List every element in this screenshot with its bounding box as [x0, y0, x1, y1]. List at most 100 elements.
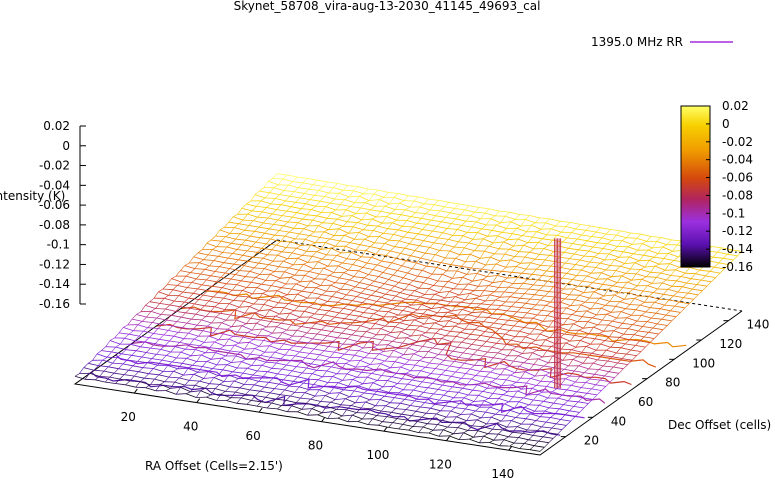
- mesh-segment: [324, 278, 336, 284]
- mesh-segment: [313, 384, 324, 387]
- mesh-segment: [595, 297, 600, 304]
- mesh-segment: [581, 269, 592, 274]
- mesh-segment: [479, 207, 490, 210]
- mesh-segment: [414, 250, 426, 254]
- mesh-segment: [135, 346, 141, 351]
- mesh-segment: [439, 250, 450, 252]
- mesh-segment: [581, 346, 587, 353]
- mesh-segment: [638, 326, 643, 332]
- mesh-segment: [561, 226, 567, 233]
- mesh-segment: [279, 190, 285, 195]
- mesh-segment: [522, 352, 533, 354]
- mesh-segment: [431, 332, 437, 340]
- mesh-segment: [510, 374, 521, 379]
- mesh-segment: [377, 339, 383, 346]
- mesh-segment: [654, 298, 660, 303]
- mesh-segment: [471, 378, 482, 383]
- mesh-segment: [415, 296, 421, 301]
- mesh-segment: [395, 253, 401, 259]
- mesh-segment: [272, 178, 283, 180]
- mesh-segment: [475, 261, 486, 266]
- mesh-segment: [236, 402, 247, 405]
- mesh-segment: [445, 335, 457, 337]
- mesh-segment: [477, 228, 482, 233]
- mesh-segment: [179, 301, 185, 307]
- mesh-segment: [460, 331, 471, 335]
- mesh-segment: [304, 188, 309, 194]
- mesh-segment: [360, 360, 371, 365]
- mesh-segment: [362, 376, 368, 384]
- mesh-segment: [356, 212, 367, 214]
- mesh-segment: [404, 289, 415, 291]
- mesh-segment: [338, 265, 349, 271]
- mesh-segment: [316, 401, 321, 407]
- mesh-segment: [604, 253, 610, 261]
- mesh-segment: [396, 337, 407, 339]
- mesh-segment: [378, 233, 384, 237]
- mesh-segment: [518, 283, 524, 289]
- mesh-segment: [241, 397, 252, 401]
- mesh-segment: [224, 268, 230, 274]
- mesh-segment: [260, 355, 271, 358]
- mesh-segment: [643, 249, 649, 256]
- mesh-segment: [387, 222, 393, 229]
- mesh-segment: [167, 365, 178, 370]
- mesh-segment: [534, 294, 545, 297]
- mesh-segment: [404, 395, 410, 400]
- mesh-segment: [513, 437, 519, 444]
- mesh-segment: [442, 270, 447, 275]
- mesh-segment: [206, 239, 212, 244]
- mesh-segment: [342, 221, 348, 227]
- mesh-segment: [533, 394, 539, 401]
- mesh-segment: [180, 384, 186, 388]
- mesh-segment: [345, 398, 356, 404]
- mesh-segment: [477, 345, 483, 351]
- mesh-segment: [255, 277, 266, 281]
- mesh-segment: [535, 374, 546, 377]
- mesh-segment: [498, 280, 504, 288]
- mesh-segment: [403, 195, 409, 201]
- mesh-segment: [206, 361, 218, 366]
- mesh-segment: [520, 297, 531, 300]
- mesh-segment: [160, 381, 165, 385]
- mesh-segment: [269, 192, 280, 195]
- mesh-segment: [557, 277, 563, 284]
- mesh-segment: [491, 416, 502, 422]
- mesh-segment: [430, 254, 436, 261]
- mesh-segment: [537, 279, 548, 282]
- mesh-segment: [309, 231, 315, 236]
- mesh-segment: [415, 212, 426, 214]
- z-axis: 0.020-0.02-0.04-0.06-0.08-0.1-0.12-0.14-…: [39, 119, 86, 311]
- mesh-segment: [177, 281, 182, 286]
- mesh-segment: [548, 438, 554, 443]
- mesh-segment: [356, 256, 362, 261]
- mesh-segment: [368, 347, 374, 354]
- mesh-segment: [480, 370, 491, 373]
- mesh-segment: [657, 282, 663, 290]
- mesh-segment: [552, 235, 558, 241]
- mesh-segment: [157, 359, 163, 366]
- mesh-segment: [506, 420, 512, 428]
- mesh-segment: [709, 266, 715, 272]
- mesh-segment: [500, 221, 511, 224]
- mesh-segment: [428, 285, 434, 289]
- mesh-segment: [570, 416, 576, 422]
- mesh-segment: [391, 411, 402, 415]
- mesh-segment: [272, 326, 277, 334]
- x-tick-mark: [383, 426, 388, 432]
- mesh-segment: [299, 233, 310, 236]
- mesh-segment: [449, 365, 461, 369]
- mesh-segment: [392, 338, 397, 342]
- mesh-segment: [610, 306, 616, 313]
- mesh-segment: [490, 299, 496, 306]
- mesh-segment: [415, 364, 426, 368]
- mesh-segment: [318, 309, 330, 312]
- mesh-segment: [98, 365, 109, 368]
- mesh-segment: [350, 320, 356, 326]
- mesh-segment: [159, 334, 164, 340]
- mesh-segment: [510, 221, 522, 227]
- mesh-segment: [328, 310, 340, 314]
- mesh-segment: [446, 410, 452, 418]
- mesh-segment: [615, 341, 626, 345]
- mesh-segment: [575, 340, 581, 348]
